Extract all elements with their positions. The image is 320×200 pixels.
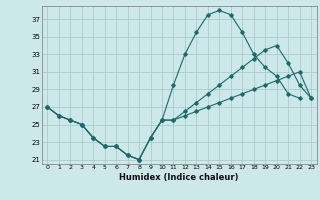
X-axis label: Humidex (Indice chaleur): Humidex (Indice chaleur)	[119, 173, 239, 182]
